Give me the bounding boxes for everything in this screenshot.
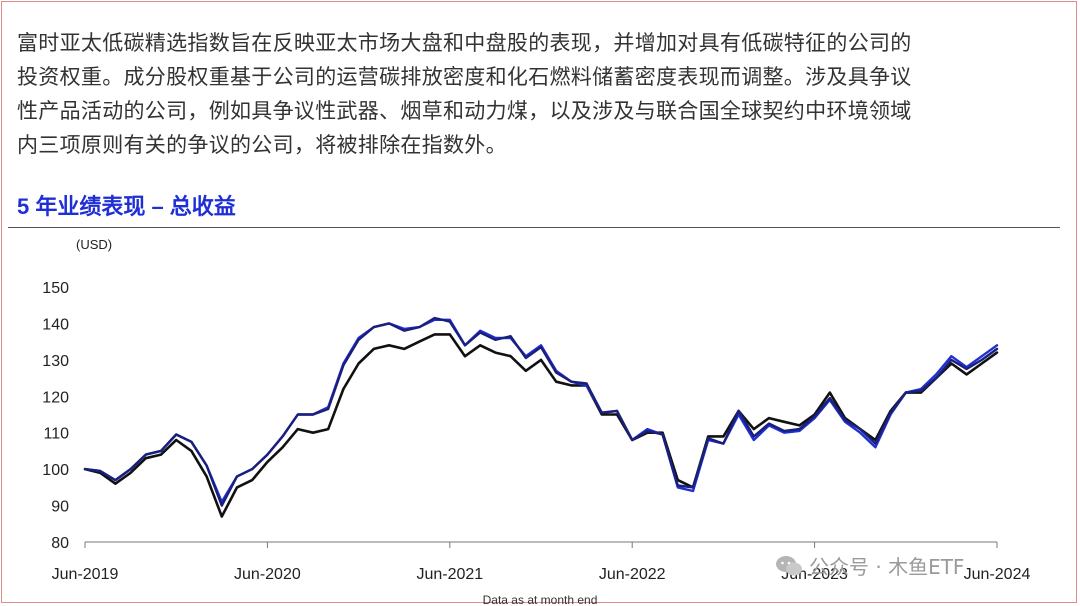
- title-divider: [8, 227, 1060, 228]
- description-line-1: 富时亚太低碳精选指数旨在反映亚太市场大盘和中盘股的表现，并增加对具有低碳特征的公…: [17, 31, 912, 55]
- watermark: 公众号 · 木鱼ETF: [775, 551, 964, 580]
- y-tick-label: 120: [42, 389, 69, 406]
- y-tick-label: 90: [51, 499, 69, 516]
- y-tick-label: 130: [42, 353, 69, 370]
- y-tick-label: 110: [43, 426, 69, 443]
- x-tick-label: Jun-2021: [416, 566, 483, 583]
- description-line-2: 投资权重。成分股权重基于公司的运营碳排放密度和化石燃料储蓄密度表现而调整。涉及具…: [17, 65, 912, 89]
- watermark-text: 公众号 · 木鱼ETF: [809, 555, 965, 579]
- index-description: 富时亚太低碳精选指数旨在反映亚太市场大盘和中盘股的表现，并增加对具有低碳特征的公…: [17, 26, 1067, 162]
- description-line-3: 性产品活动的公司，例如具争议性武器、烟草和动力煤，以及涉及与联合国全球契约中环境…: [17, 99, 912, 123]
- x-tick-label: Jun-2024: [964, 566, 1031, 583]
- y-tick-label: 100: [42, 462, 69, 479]
- y-tick-label: 150: [42, 280, 69, 297]
- x-tick-label: Jun-2020: [234, 566, 301, 583]
- description-line-4: 内三项原则有关的争议的公司，将被排除在指数外。: [17, 133, 507, 157]
- y-tick-label: 80: [51, 535, 69, 552]
- y-axis-unit-label: (USD): [76, 237, 112, 252]
- chart-series: [83, 316, 999, 518]
- section-title: 5 年业绩表现 – 总收益: [17, 194, 236, 219]
- wechat-icon: [776, 555, 802, 575]
- x-tick-label: Jun-2022: [599, 566, 666, 583]
- x-tick-label: Jun-2019: [52, 566, 119, 583]
- y-tick-label: 140: [42, 316, 69, 333]
- data-footnote: Data as at month end: [483, 593, 598, 606]
- series-line-1: [83, 333, 999, 518]
- series-line-3: [83, 316, 999, 507]
